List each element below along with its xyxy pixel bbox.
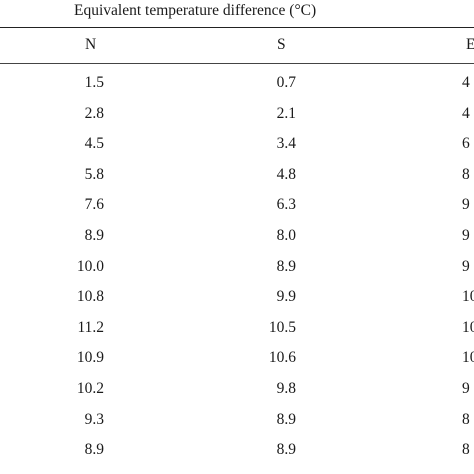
cell-n: 10.8	[76, 288, 104, 306]
cell-e: 4	[462, 104, 470, 122]
cell-s: 8.0	[276, 227, 296, 244]
header-rule	[0, 63, 474, 64]
cell-n: 2.8	[84, 104, 104, 122]
cell-e: 8	[462, 441, 470, 459]
cell-s: 3.4	[276, 135, 296, 153]
cell-e: 4	[462, 74, 470, 91]
cell-n: 1.5	[84, 74, 104, 91]
cell-s: 8.9	[276, 257, 296, 275]
cell-n: 10.0	[76, 257, 104, 275]
cell-e: 8	[462, 410, 470, 428]
cell-n: 8.9	[84, 227, 104, 244]
cell-s: 10.6	[268, 349, 296, 367]
cell-e: 9	[462, 227, 470, 244]
cell-s: 0.7	[276, 74, 296, 91]
column-header-e: E	[466, 36, 474, 53]
cell-e: 9	[462, 257, 470, 275]
table-title: Equivalent temperature difference (°C)	[74, 2, 317, 19]
cell-s: 9.9	[276, 288, 296, 306]
cell-s: 8.9	[276, 441, 296, 459]
cell-n: 10.2	[76, 380, 104, 397]
cell-e: 8	[462, 165, 470, 183]
cell-e: 10	[462, 349, 474, 367]
cell-s: 4.8	[276, 165, 296, 183]
cell-n: 5.8	[84, 165, 104, 183]
cell-n: 7.6	[84, 196, 104, 214]
cell-e: 9	[462, 196, 470, 214]
cell-s: 6.3	[276, 196, 296, 214]
cell-n: 9.3	[84, 410, 104, 428]
cell-e: 9	[462, 380, 470, 397]
cell-n: 11.2	[77, 318, 104, 336]
cell-s: 2.1	[276, 104, 296, 122]
cell-n: 4.5	[84, 135, 104, 153]
cell-e: 10	[462, 318, 474, 336]
cell-s: 8.9	[276, 410, 296, 428]
cell-n: 10.9	[76, 349, 104, 367]
table-top-rule	[0, 27, 474, 28]
column-header-n: N	[85, 36, 97, 53]
cell-n: 8.9	[84, 441, 104, 459]
cell-s: 9.8	[276, 380, 296, 397]
column-header-s: S	[277, 36, 286, 53]
cell-s: 10.5	[268, 318, 296, 336]
cell-e: 10	[462, 288, 474, 306]
cell-e: 6	[462, 135, 470, 153]
